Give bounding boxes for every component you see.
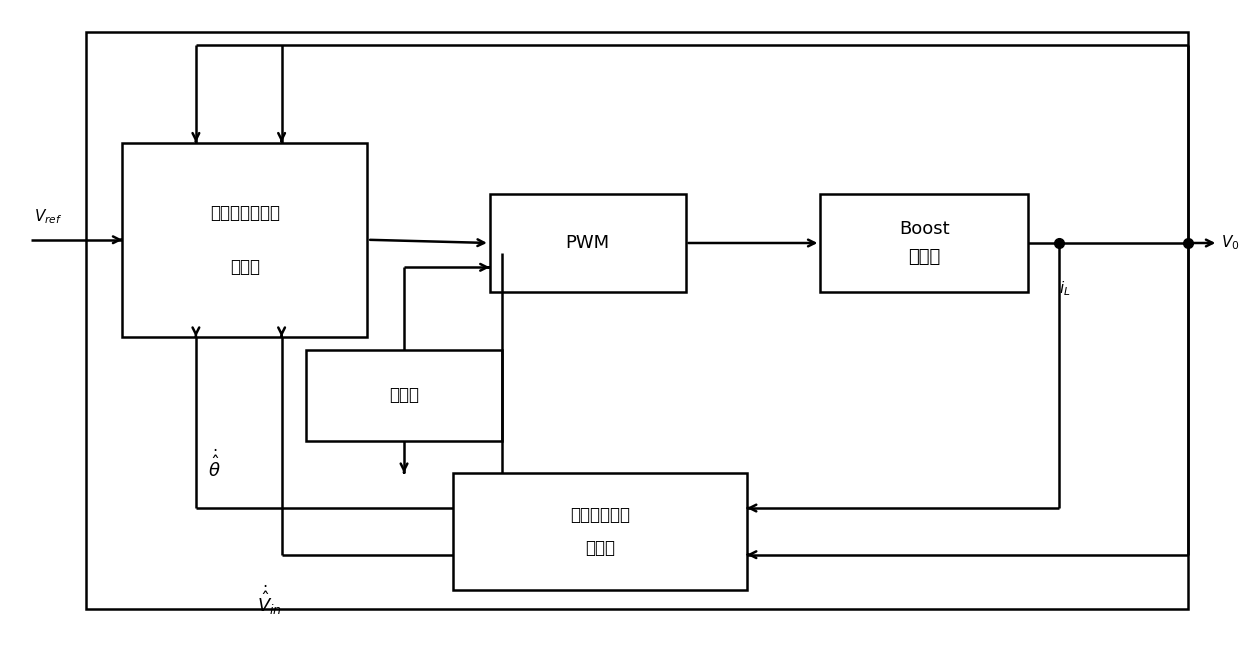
Bar bbox=[490, 194, 686, 292]
Text: 有效时间收敛: 有效时间收敛 bbox=[570, 506, 630, 524]
Bar bbox=[306, 350, 502, 441]
Bar bbox=[86, 32, 1188, 609]
Bar bbox=[453, 473, 746, 590]
Bar bbox=[821, 194, 1028, 292]
Text: $V_0$: $V_0$ bbox=[1220, 234, 1239, 252]
Text: 非奇异终端滑模: 非奇异终端滑模 bbox=[210, 203, 280, 222]
Text: $\dot{\hat{V}}_{in}$: $\dot{\hat{V}}_{in}$ bbox=[257, 584, 281, 616]
Text: $\dot{\hat{\theta}}$: $\dot{\hat{\theta}}$ bbox=[208, 450, 221, 481]
Text: 锯齿波: 锯齿波 bbox=[389, 386, 419, 404]
Text: $i_L$: $i_L$ bbox=[1059, 279, 1071, 297]
Text: 转换器: 转换器 bbox=[908, 248, 940, 266]
Text: $V_{ref}$: $V_{ref}$ bbox=[35, 208, 63, 226]
Text: 控制器: 控制器 bbox=[229, 258, 260, 276]
Text: PWM: PWM bbox=[565, 234, 610, 252]
Bar bbox=[123, 143, 367, 337]
Text: Boost: Boost bbox=[899, 220, 950, 238]
Text: 观测器: 观测器 bbox=[585, 538, 615, 557]
